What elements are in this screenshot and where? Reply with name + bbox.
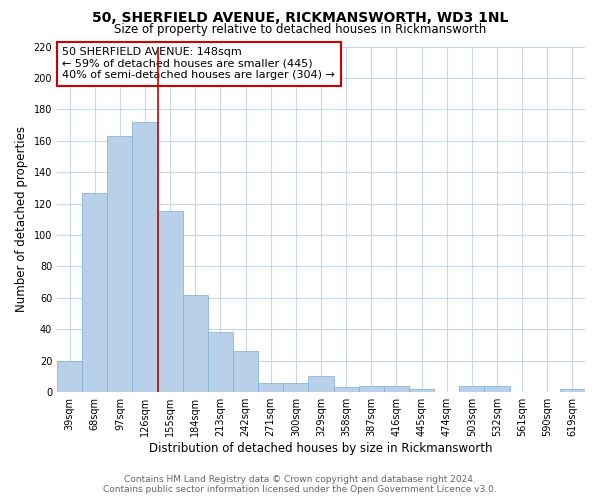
Y-axis label: Number of detached properties: Number of detached properties [15,126,28,312]
Text: 50 SHERFIELD AVENUE: 148sqm
← 59% of detached houses are smaller (445)
40% of se: 50 SHERFIELD AVENUE: 148sqm ← 59% of det… [62,48,335,80]
Bar [208,332,233,392]
X-axis label: Distribution of detached houses by size in Rickmansworth: Distribution of detached houses by size … [149,442,493,455]
Bar [484,386,509,392]
Bar [258,383,283,392]
Bar [359,386,384,392]
Bar [283,383,308,392]
Bar [107,136,133,392]
Bar [384,386,409,392]
Bar [183,295,208,392]
Bar [334,388,359,392]
Bar [133,122,158,392]
Text: Contains HM Land Registry data © Crown copyright and database right 2024.
Contai: Contains HM Land Registry data © Crown c… [103,474,497,494]
Bar [409,389,434,392]
Bar [158,212,183,392]
Bar [233,352,258,392]
Text: Size of property relative to detached houses in Rickmansworth: Size of property relative to detached ho… [114,22,486,36]
Text: 50, SHERFIELD AVENUE, RICKMANSWORTH, WD3 1NL: 50, SHERFIELD AVENUE, RICKMANSWORTH, WD3… [92,11,508,25]
Bar [560,389,585,392]
Bar [459,386,484,392]
Bar [308,376,334,392]
Bar [82,192,107,392]
Bar [57,361,82,392]
